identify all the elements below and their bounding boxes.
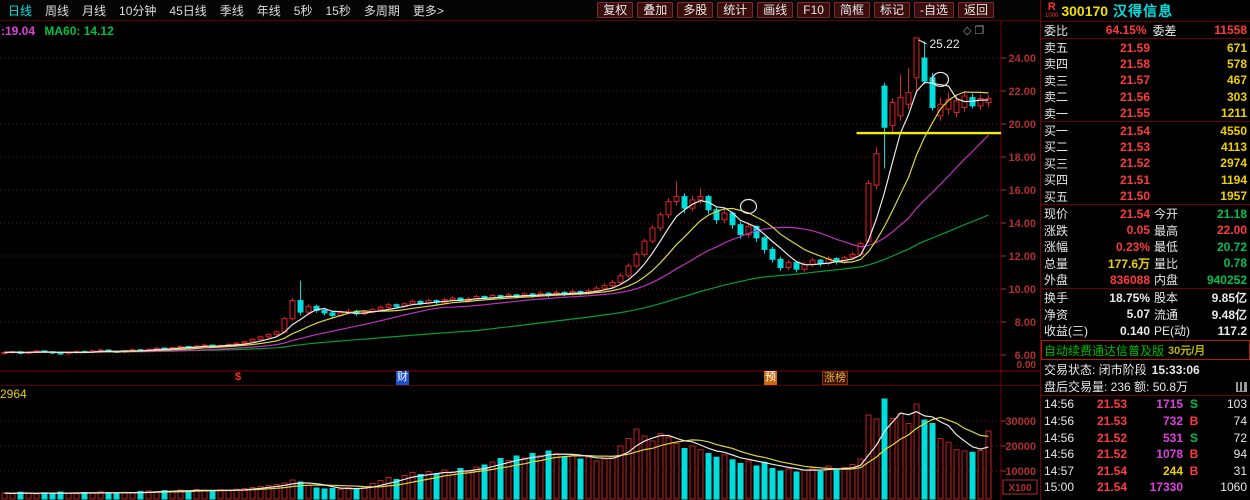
tick-row[interactable]: 14:56 21.52 1078 B 94	[1044, 447, 1247, 462]
tool-button[interactable]: 叠加	[637, 2, 674, 18]
diamond-icon[interactable]: ◇	[963, 25, 975, 37]
period-item[interactable]: 更多>	[412, 3, 444, 18]
sell-level-row[interactable]: 卖五 21.59 671	[1044, 40, 1247, 56]
subscription-ad[interactable]: 自动续费通达信普及版 30元/月	[1041, 340, 1250, 361]
stock-header[interactable]: R 1000 300170 汉得信息	[1041, 0, 1250, 22]
trade-status-row: 交易状态: 闭市阶段 15:33:06	[1044, 362, 1200, 378]
info-row: 净资 5.07 流通 9.48亿	[1044, 307, 1247, 322]
tick-row[interactable]: 14:56 21.53 732 B 74	[1044, 413, 1247, 428]
toolbar: 日线 周线 月线 10分钟 45日线 季线 年线 5秒 15秒 多周期 更多> 复权 叠加 多股 统计 画线…	[0, 0, 1040, 21]
mini-chart-icon[interactable]	[1236, 381, 1247, 392]
status-time: 15:33:06	[1151, 362, 1200, 377]
period-item[interactable]: 日线	[8, 3, 33, 18]
tick-row[interactable]: 14:56 21.53 1715 S 103	[1044, 397, 1247, 412]
period-item[interactable]: 15秒	[325, 3, 351, 18]
period-item[interactable]: 季线	[219, 3, 244, 18]
svg-text:18.00: 18.00	[1008, 152, 1036, 164]
tool-button[interactable]: 简框	[833, 2, 870, 18]
ad-text: 自动续费通达信普及版	[1044, 343, 1165, 358]
tick-row[interactable]: 14:56 21.52 531 S 72	[1044, 430, 1247, 445]
period-menu: 日线 周线 月线 10分钟 45日线 季线 年线 5秒 15秒 多周期 更多>	[8, 2, 444, 19]
tool-button[interactable]: 返回	[957, 2, 994, 18]
period-item[interactable]: 周线	[45, 3, 70, 18]
period-item[interactable]: 多周期	[363, 3, 400, 18]
event-marker[interactable]: 预	[764, 371, 777, 385]
tool-button[interactable]: 画线	[757, 2, 794, 18]
buy-level-row[interactable]: 买三 21.52 2974	[1044, 156, 1247, 171]
quote-panel: R 1000 300170 汉得信息 委比 64.15% 委差 11558 卖五…	[1040, 0, 1250, 500]
window-icon[interactable]: ❐	[974, 25, 988, 37]
info-row: 总量 177.6万 量比 0.78	[1044, 256, 1247, 271]
period-item[interactable]: 45日线	[169, 3, 207, 18]
sell-level-row[interactable]: 卖二 21.56 303	[1044, 89, 1247, 105]
svg-text:20000: 20000	[1005, 441, 1036, 453]
period-item[interactable]: 10分钟	[119, 3, 157, 18]
tool-button[interactable]: -自选	[913, 2, 954, 18]
buy-level-row[interactable]: 买二 21.53 4113	[1044, 139, 1247, 155]
info-row: 换手 18.75% 股本 9.85亿	[1044, 290, 1247, 306]
stock-code: 300170	[1061, 2, 1109, 19]
event-marker[interactable]: 涨榜	[822, 371, 848, 385]
weibi-value: 64.15%	[1105, 23, 1147, 38]
tool-menu: 复权 叠加 多股 统计 画线 F10 简框 标记 -自选 返回	[597, 2, 994, 18]
svg-text:12.00: 12.00	[1008, 251, 1036, 263]
tool-button[interactable]: 复权	[597, 2, 634, 18]
rights-badge-icon: R 1000	[1045, 1, 1059, 20]
info-row: 现价 21.54 今开 21.18	[1044, 206, 1247, 222]
buy-queue: 买一 21.54 4550 买二 21.53 4113 买三 21.52 2974 买四 21.51…	[1041, 122, 1250, 204]
svg-text:30000: 30000	[1005, 416, 1036, 428]
info-row: 涨幅 0.23% 最低 20.72	[1044, 239, 1247, 255]
buy-level-row[interactable]: 买一 21.54 4550	[1044, 123, 1247, 139]
svg-text:10000: 10000	[1005, 466, 1036, 478]
svg-text:25.22: 25.22	[930, 37, 960, 51]
sell-level-row[interactable]: 卖一 21.55 1211	[1044, 106, 1247, 121]
tool-button[interactable]: F10	[797, 2, 830, 18]
chart-corner-icons[interactable]: ◇❐	[963, 24, 987, 37]
tick-row[interactable]: 14:57 21.54 244 B 31	[1044, 463, 1247, 478]
stock-name: 汉得信息	[1113, 2, 1174, 19]
period-item[interactable]: 月线	[82, 3, 107, 18]
ma60-value: MA60: 14.12	[44, 24, 114, 38]
svg-text:20.00: 20.00	[1008, 119, 1036, 131]
weicha-value: 11558	[1214, 23, 1248, 38]
ma-values: :19.04 MA60: 14.12	[1, 24, 114, 38]
info-row: 外盘 836088 内盘 940252	[1044, 272, 1247, 288]
tick-list[interactable]: 14:56 21.53 1715 S 103 14:56 21.53 732 B 74 14:56 2…	[1041, 395, 1250, 499]
after-hours-row: 盘后交易量: 236 额: 50.8万	[1041, 378, 1250, 395]
tick-row[interactable]: 15:00 21.54 17330 1060	[1044, 480, 1247, 495]
buy-level-row[interactable]: 买四 21.51 1194	[1044, 172, 1247, 188]
svg-text:16.00: 16.00	[1008, 185, 1036, 197]
svg-text:14.00: 14.00	[1008, 218, 1036, 230]
ad-price: 30元/月	[1168, 345, 1206, 358]
tool-button[interactable]: 多股	[677, 2, 714, 18]
quote-info: 现价 21.54 今开 21.18 涨跌 0.05 最高 22.00 涨幅 0.23% 最低 20.7…	[1041, 205, 1250, 339]
ma20-value: :19.04	[1, 24, 36, 38]
svg-text:6.00: 6.00	[1015, 350, 1036, 362]
weibi-row: 委比 64.15% 委差 11558	[1044, 23, 1248, 38]
svg-text:X100: X100	[1008, 483, 1032, 494]
buy-level-row[interactable]: 买五 21.50 1957	[1044, 189, 1247, 204]
period-item[interactable]: 年线	[256, 3, 281, 18]
period-item[interactable]: 5秒	[293, 3, 313, 18]
event-marker[interactable]: $	[235, 371, 242, 383]
info-row: 收益(三) 0.140 PE(动) 117.2	[1044, 323, 1247, 339]
kline-chart[interactable]: 24.00 22.00 20.00 18.00 16.00 14.00 12.00 10.00…	[0, 0, 1040, 500]
sell-level-row[interactable]: 卖三 21.57 467	[1044, 73, 1247, 88]
svg-text:10.00: 10.00	[1008, 284, 1036, 296]
svg-text:8.00: 8.00	[1015, 317, 1036, 329]
svg-text:24.00: 24.00	[1008, 53, 1036, 65]
tool-button[interactable]: 标记	[873, 2, 910, 18]
info-row: 涨跌 0.05 最高 22.00	[1044, 223, 1247, 238]
sell-level-row[interactable]: 卖四 21.58 578	[1044, 56, 1247, 72]
svg-text:0.00: 0.00	[1017, 360, 1037, 371]
sell-queue: 卖五 21.59 671 卖四 21.58 578 卖三 21.57 467 卖二 21.56 303…	[1041, 39, 1250, 121]
volume-indicator-label: 2964	[0, 387, 27, 401]
event-marker[interactable]: 财	[396, 371, 409, 385]
svg-text:22.00: 22.00	[1008, 86, 1036, 98]
tool-button[interactable]: 统计	[717, 2, 754, 18]
